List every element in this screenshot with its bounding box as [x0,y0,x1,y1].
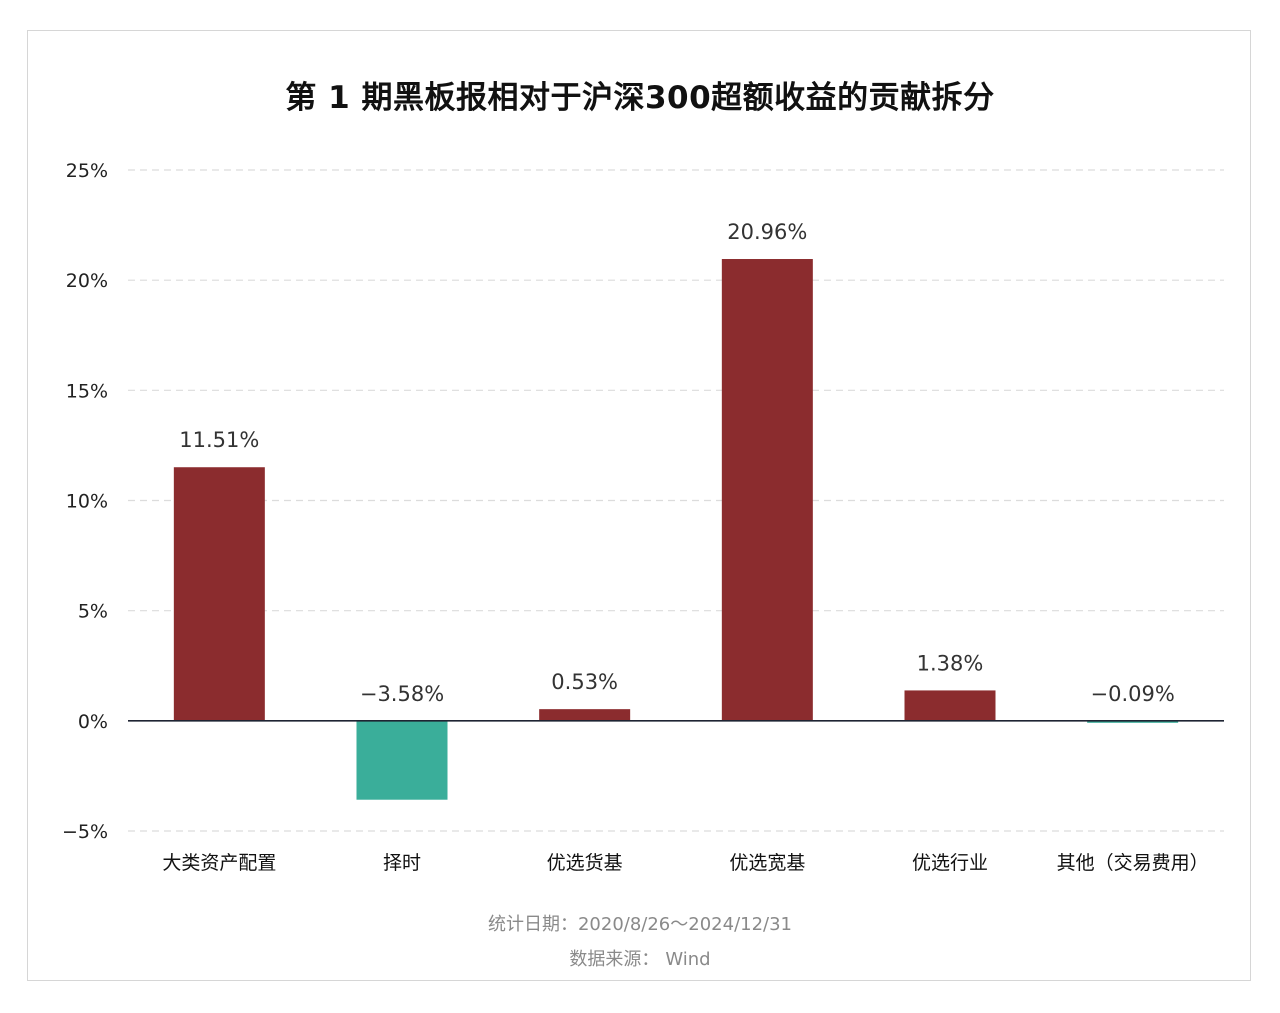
x-tick-label: 优选行业 [912,852,988,874]
y-tick-label: 10% [66,491,108,513]
value-labels: 11.51% −3.58% 0.53% 20.96% 1.38% −0.09% [179,220,1175,706]
data-label: 0.53% [551,670,618,694]
bar [539,709,631,721]
source-value: Wind [665,949,711,970]
y-axis-ticks: 25% 20% 15% 10% 5% 0% −5% [62,160,108,843]
x-tick-label: 大类资产配置 [162,852,276,874]
footer-source: 数据来源： Wind [0,945,1280,971]
date-range: 2020/8/26～2024/12/31 [577,914,793,935]
y-tick-label: 0% [78,711,108,733]
grid-lines [128,169,1224,832]
data-label: −0.09% [1091,682,1175,706]
data-label: 11.51% [179,428,259,452]
footer-date: 统计日期：2020/8/26～2024/12/31 [0,910,1280,936]
bars [173,259,1179,800]
bar [173,467,265,721]
y-tick-label: −5% [62,821,108,843]
data-label: −3.58% [360,682,444,706]
source-label: 数据来源： [569,949,660,970]
date-label: 统计日期： [487,914,578,935]
x-axis-ticks: 大类资产配置 择时 优选货基 优选宽基 优选行业 其他（交易费用） [162,852,1208,874]
bar [1087,720,1179,723]
x-tick-label: 其他（交易费用） [1057,852,1209,874]
chart-title: 第 1 期黑板报相对于沪深300超额收益的贡献拆分 [285,80,995,116]
x-tick-label: 优选货基 [547,852,623,874]
y-tick-label: 20% [66,270,108,292]
y-tick-label: 5% [78,601,108,623]
y-tick-label: 25% [66,160,108,182]
data-label: 20.96% [727,220,807,244]
x-tick-label: 择时 [383,852,421,874]
bar [721,259,813,721]
data-label: 1.38% [917,651,984,675]
x-tick-label: 优选宽基 [729,852,805,874]
bar [904,690,996,721]
y-tick-label: 15% [66,380,108,402]
bar [356,720,448,800]
